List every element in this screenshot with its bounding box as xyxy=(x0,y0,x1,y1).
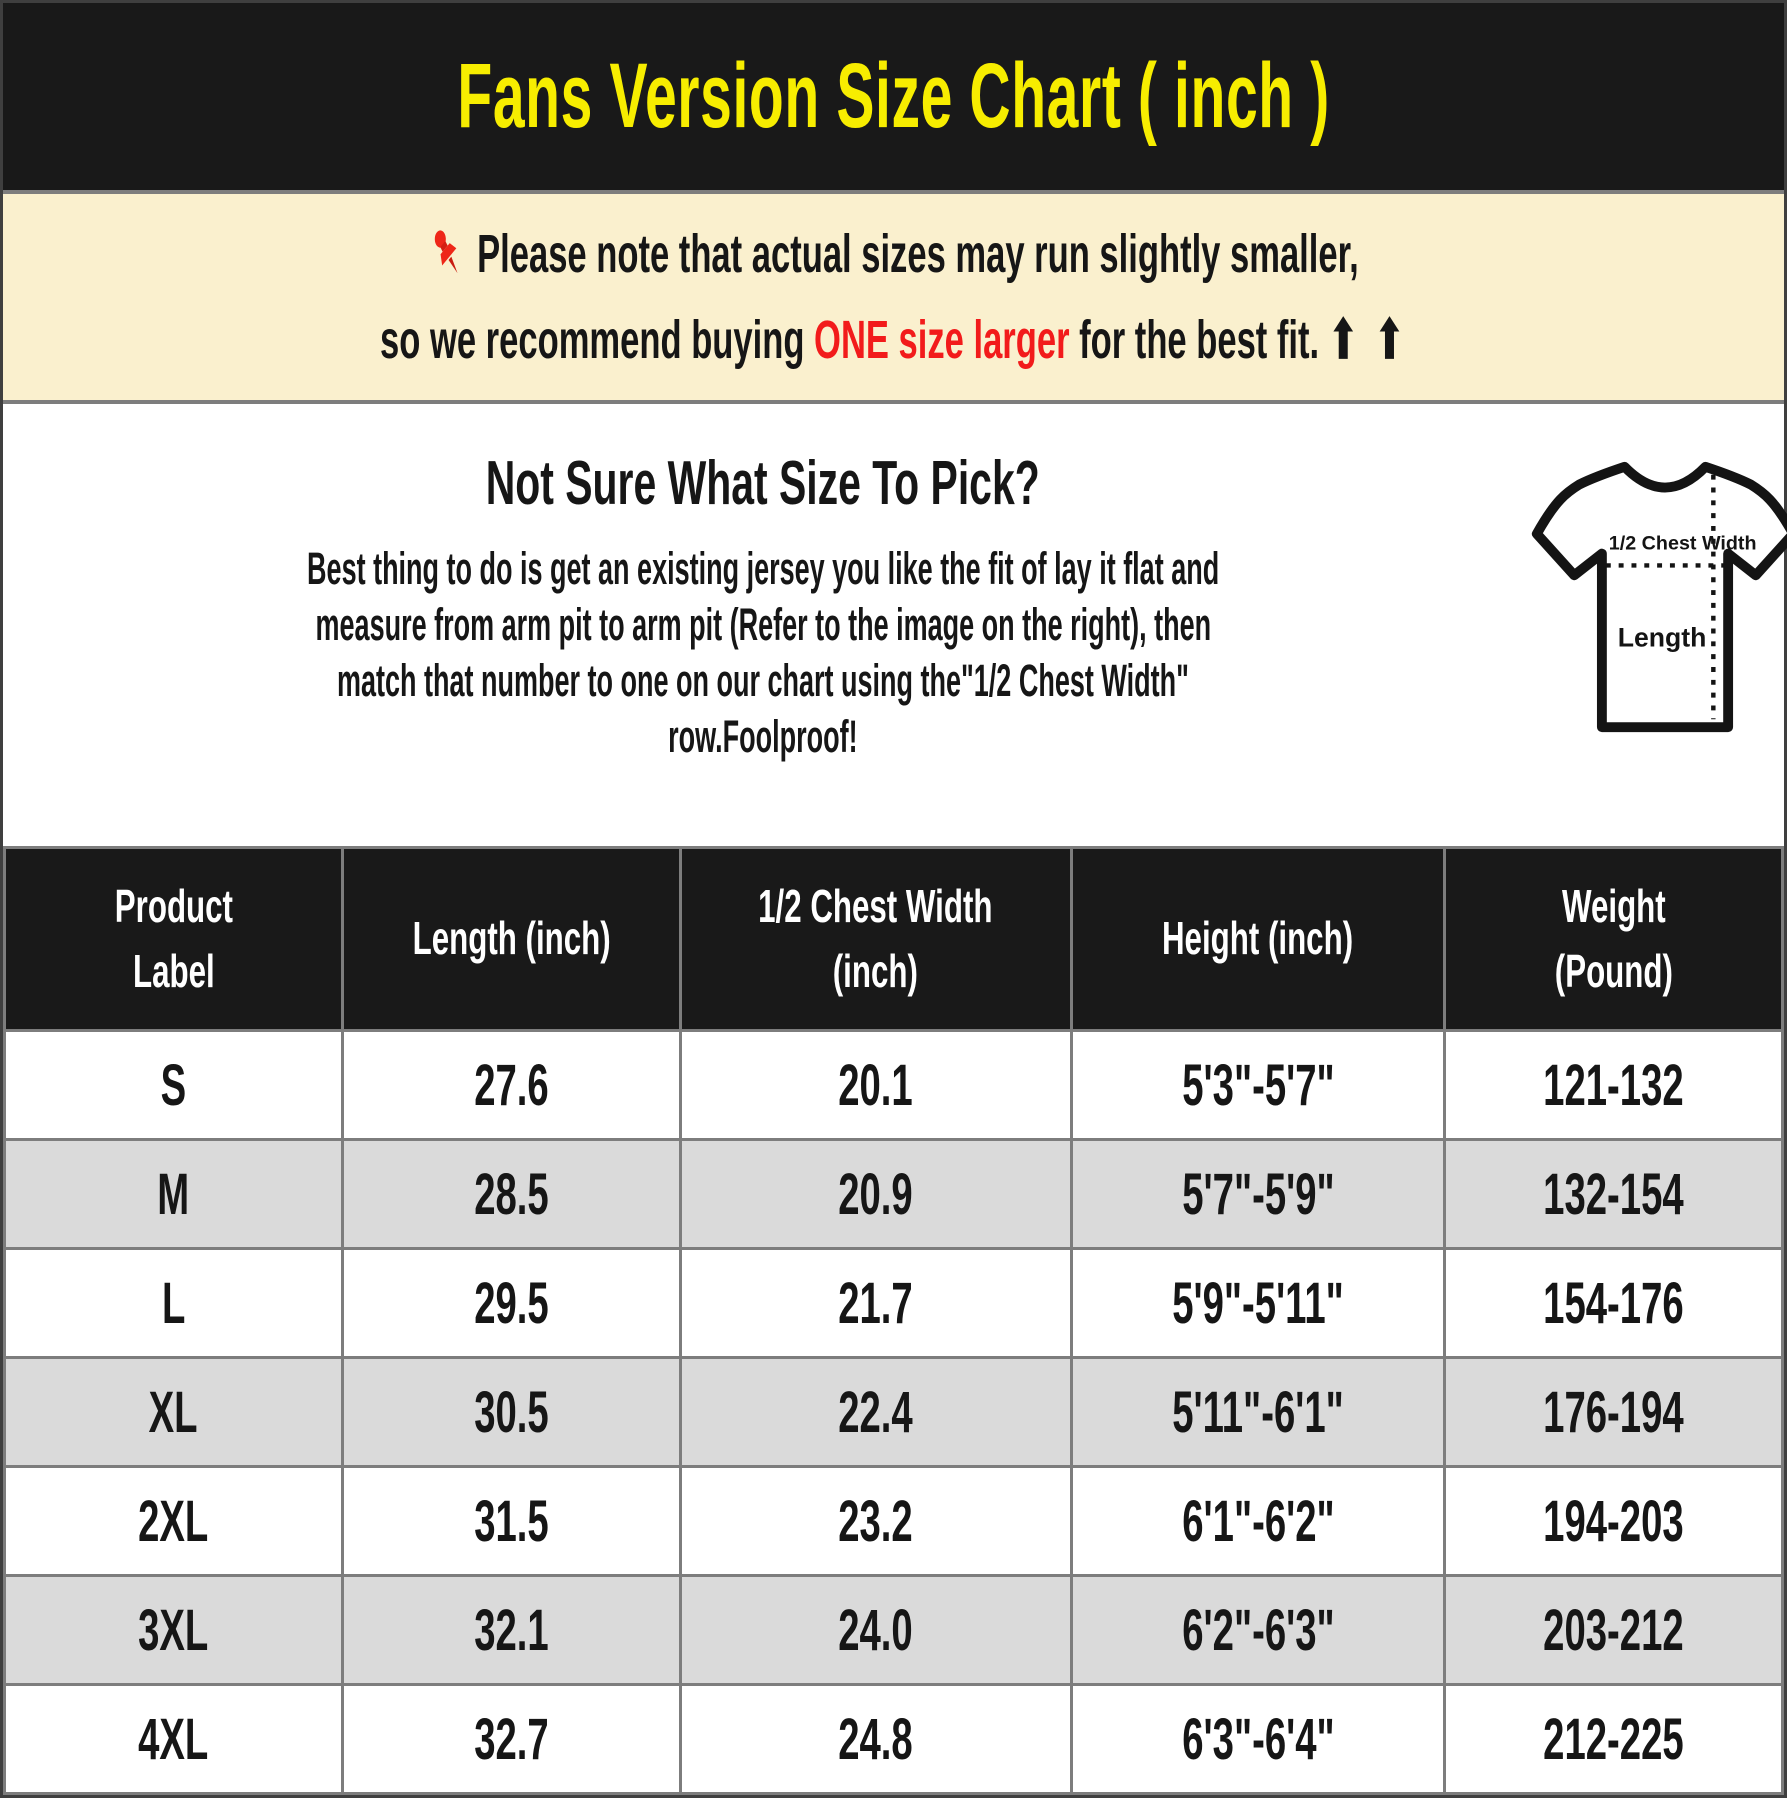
note-line-1: Please note that actual sizes may run sl… xyxy=(3,216,1784,302)
col-header-length: Length (inch) xyxy=(340,846,682,1032)
cell-label: XL xyxy=(3,1356,344,1468)
chest-width-label: 1/2 Chest Width xyxy=(1609,533,1757,555)
cell-length: 31.5 xyxy=(340,1465,682,1577)
cell-length: 28.5 xyxy=(340,1138,682,1250)
cell-height: 6'2"-6'3" xyxy=(1069,1574,1447,1686)
cell-height: 5'7"-5'9" xyxy=(1069,1138,1447,1250)
up-arrows-icon: ⬆ ⬆ xyxy=(1328,310,1408,370)
cell-chest: 24.0 xyxy=(678,1574,1073,1686)
cell-chest: 22.4 xyxy=(678,1356,1073,1468)
cell-height: 6'1"-6'2" xyxy=(1069,1465,1447,1577)
table-row-xl: XL 30.5 22.4 5'11"-6'1" 176-194 xyxy=(3,1356,1784,1468)
sizing-help-text: Not Sure What Size To Pick? Best thing t… xyxy=(3,404,1523,765)
cell-height: 5'11"-6'1" xyxy=(1069,1356,1447,1468)
cell-weight: 132-154 xyxy=(1443,1138,1784,1250)
cell-label: M xyxy=(3,1138,344,1250)
page-title: Fans Version Size Chart ( inch ) xyxy=(457,45,1330,147)
cell-chest: 21.7 xyxy=(678,1247,1073,1359)
one-size-larger-highlight: ONE size larger xyxy=(813,310,1070,370)
cell-weight: 194-203 xyxy=(1443,1465,1784,1577)
col-header-weight: Weight (Pound) xyxy=(1443,846,1784,1032)
cell-weight: 212-225 xyxy=(1443,1683,1784,1795)
col-header-chest-width: 1/2 Chest Width (inch) xyxy=(678,846,1073,1032)
cell-length: 30.5 xyxy=(340,1356,682,1468)
cell-label: S xyxy=(3,1029,344,1141)
sizing-help-heading: Not Sure What Size To Pick? xyxy=(486,449,1041,518)
sizing-help-line-4: row.Foolproof! xyxy=(668,711,858,762)
cell-length: 27.6 xyxy=(340,1029,682,1141)
note-line2-pre: so we recommend buying xyxy=(379,310,814,370)
cell-weight: 154-176 xyxy=(1443,1247,1784,1359)
pushpin-icon xyxy=(428,224,465,302)
cell-chest: 20.9 xyxy=(678,1138,1073,1250)
col-header-height: Height (inch) xyxy=(1069,846,1447,1032)
table-row-3xl: 3XL 32.1 24.0 6'2"-6'3" 203-212 xyxy=(3,1574,1784,1686)
cell-chest: 20.1 xyxy=(678,1029,1073,1141)
tshirt-icon: 1/2 Chest Width Length xyxy=(1532,461,1787,733)
cell-weight: 203-212 xyxy=(1443,1574,1784,1686)
cell-height: 6'3"-6'4" xyxy=(1069,1683,1447,1795)
note-banner: Please note that actual sizes may run sl… xyxy=(3,190,1784,404)
table-row-l: L 29.5 21.7 5'9"-5'11" 154-176 xyxy=(3,1247,1784,1359)
title-bar: Fans Version Size Chart ( inch ) xyxy=(3,3,1784,190)
note-line2-post: for the best fit. xyxy=(1069,310,1329,370)
length-label: Length xyxy=(1618,622,1707,652)
cell-length: 32.1 xyxy=(340,1574,682,1686)
sizing-help-line-2: measure from arm pit to arm pit (Refer t… xyxy=(315,599,1211,650)
cell-label: L xyxy=(3,1247,344,1359)
cell-label: 4XL xyxy=(3,1683,344,1795)
note-line-2: so we recommend buying ONE size larger f… xyxy=(3,302,1784,378)
cell-label: 2XL xyxy=(3,1465,344,1577)
sizing-help-line-1: Best thing to do is get an existing jers… xyxy=(307,543,1220,594)
cell-chest: 24.8 xyxy=(678,1683,1073,1795)
cell-chest: 23.2 xyxy=(678,1465,1073,1577)
sizing-help-section: Not Sure What Size To Pick? Best thing t… xyxy=(3,404,1787,846)
sizing-help-line-3: match that number to one on our chart us… xyxy=(337,655,1190,706)
col-header-product-label: Product Label xyxy=(3,846,344,1032)
cell-label: 3XL xyxy=(3,1574,344,1686)
table-row-4xl: 4XL 32.7 24.8 6'3"-6'4" 212-225 xyxy=(3,1683,1784,1795)
shirt-diagram: 1/2 Chest Width Length xyxy=(1523,404,1787,754)
table-header-row: Product Label Length (inch) 1/2 Chest Wi… xyxy=(3,846,1784,1032)
note-line1-text: Please note that actual sizes may run sl… xyxy=(477,224,1359,284)
cell-length: 32.7 xyxy=(340,1683,682,1795)
cell-length: 29.5 xyxy=(340,1247,682,1359)
cell-weight: 121-132 xyxy=(1443,1029,1784,1141)
tshirt-outline xyxy=(1532,461,1787,733)
table-row-2xl: 2XL 31.5 23.2 6'1"-6'2" 194-203 xyxy=(3,1465,1784,1577)
cell-weight: 176-194 xyxy=(1443,1356,1784,1468)
cell-height: 5'9"-5'11" xyxy=(1069,1247,1447,1359)
size-table: Product Label Length (inch) 1/2 Chest Wi… xyxy=(3,846,1784,1795)
cell-height: 5'3"-5'7" xyxy=(1069,1029,1447,1141)
table-row-m: M 28.5 20.9 5'7"-5'9" 132-154 xyxy=(3,1138,1784,1250)
table-row-s: S 27.6 20.1 5'3"-5'7" 121-132 xyxy=(3,1029,1784,1141)
